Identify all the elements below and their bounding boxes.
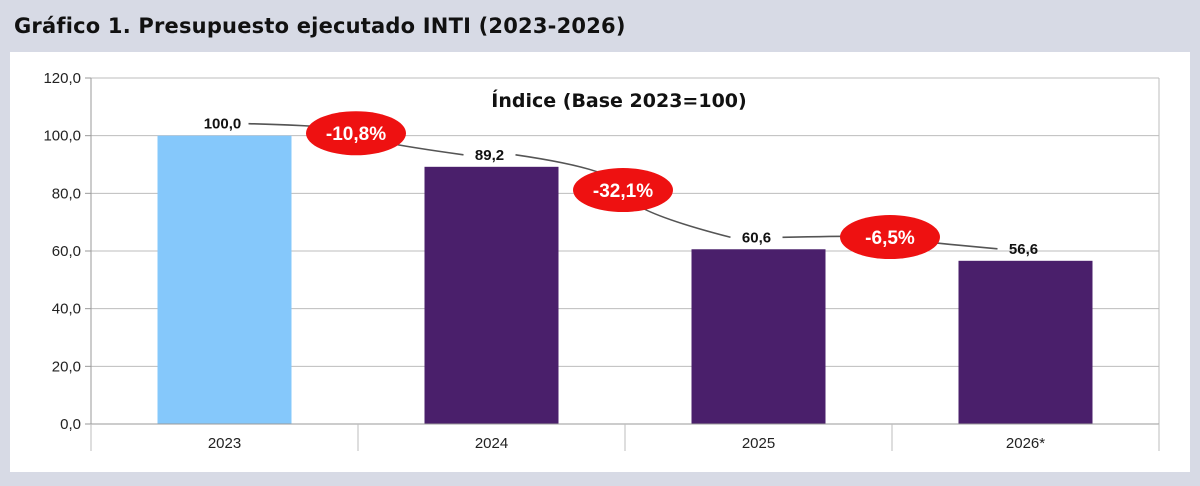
change-badge-label: -6,5% — [865, 228, 915, 249]
x-tick-label: 2025 — [742, 435, 775, 452]
change-badge-label: -10,8% — [326, 124, 386, 145]
change-badge — [840, 215, 940, 260]
bar-2024 — [424, 166, 559, 424]
chart-panel: 0,0 20,0 40,0 60,0 80,0 100,0 120,0 2023 2024 202… — [10, 52, 1190, 472]
data-label: 60,6 — [742, 229, 771, 246]
data-label: 89,2 — [475, 147, 504, 164]
change-badge-label: -32,1% — [593, 181, 653, 202]
x-tick-label: 2024 — [475, 435, 508, 452]
change-badge — [306, 111, 406, 156]
change-badge — [573, 168, 673, 213]
x-tick-label: 2026* — [1006, 435, 1045, 452]
page-title: Gráfico 1. Presupuesto ejecutado INTI (2… — [14, 14, 626, 38]
y-tick-label: 100,0 — [43, 128, 81, 145]
x-tick-label: 2023 — [208, 435, 241, 452]
y-tick-label: 0,0 — [60, 416, 81, 433]
y-tick-label: 80,0 — [52, 185, 81, 202]
data-label: 56,6 — [1009, 241, 1038, 258]
bar-2023 — [157, 135, 292, 424]
bar-chart: 0,0 20,0 40,0 60,0 80,0 100,0 120,0 2023 2024 202… — [43, 70, 1160, 452]
y-tick-label: 20,0 — [52, 358, 81, 375]
y-tick-label: 40,0 — [52, 301, 81, 318]
y-tick-label: 60,0 — [52, 243, 81, 260]
bar-2025 — [691, 249, 826, 424]
y-tick-label: 120,0 — [43, 70, 81, 87]
bar-2026 — [958, 260, 1093, 424]
chart-title: Índice (Base 2023=100) — [491, 89, 746, 112]
data-label: 100,0 — [204, 116, 242, 133]
